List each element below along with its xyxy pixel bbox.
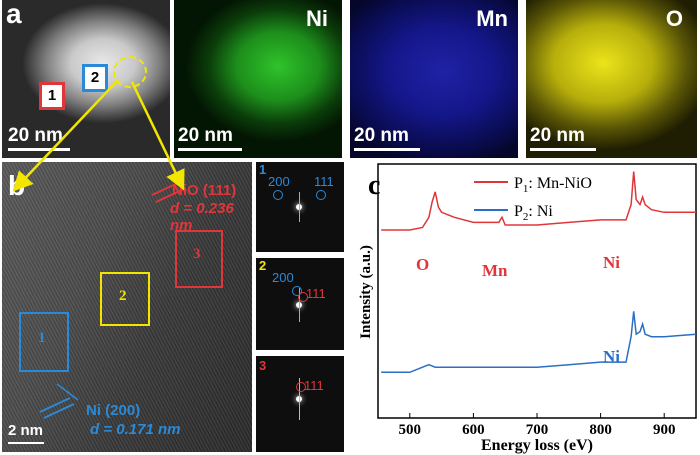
region-3-box: 3 (175, 230, 223, 288)
scale-bar-b-label: 2 nm (8, 422, 44, 439)
legend-entry-p1: P1: Mn-NiO (514, 175, 592, 195)
scale-bar-ni-label: 20 nm (178, 125, 233, 146)
fft-1-spot-111: 111 (314, 174, 334, 189)
region-1-box: 1 (19, 312, 69, 372)
scale-bar-ni (178, 148, 242, 151)
ni-map-label: Ni (306, 6, 328, 31)
x-axis-label: Energy loss (eV) (481, 437, 593, 454)
fft-1-circle-a (273, 190, 283, 200)
scale-bar-mn (354, 148, 420, 151)
o-map-label: O (665, 6, 683, 31)
scale-bar-o-label: 20 nm (530, 125, 585, 146)
fft-3-number: 3 (259, 358, 267, 373)
scale-bar-b (8, 442, 44, 444)
scale-bar-mn-label: 20 nm (354, 125, 409, 146)
edge-label-ni-p1: Ni (603, 253, 620, 272)
fft-streak (299, 378, 300, 420)
nio-plane-label: NiO (111) (172, 182, 237, 199)
selection-circle (113, 56, 147, 88)
spectrum-line-1 (381, 171, 696, 231)
fft-inset-2: 2 200 111 (256, 258, 344, 350)
scale-bar-a (8, 148, 70, 151)
fft-streak (299, 288, 300, 322)
ni-lattice-mark-2 (43, 403, 75, 419)
fft-3-spot-111: 111 (304, 378, 324, 393)
fft-3-circle (296, 382, 306, 392)
x-tick-label: 700 (526, 422, 549, 438)
fft-inset-3: 3 111 (256, 356, 344, 452)
region-box-1: 1 (39, 82, 65, 110)
legend-entry-p2: P2: Ni (514, 203, 553, 223)
mn-map-label: Mn (476, 6, 508, 31)
region-2-label: 2 (119, 288, 127, 304)
fft-1-number: 1 (259, 162, 267, 177)
spectrum-line-2 (381, 311, 697, 374)
fft-2-spot-200: 200 (272, 270, 294, 285)
ni-map: Ni 20 nm (174, 0, 342, 158)
fft-inset-1: 1 200 111 (256, 162, 344, 252)
fft-2-spot-111: 111 (306, 286, 326, 301)
panel-a-haadf-image: a 1 2 20 nm (2, 0, 170, 158)
y-axis-label: Intensity (a.u.) (358, 245, 374, 339)
fft-streak (299, 192, 300, 222)
fft-2-circle-b (298, 292, 308, 302)
scale-bar-a-label: 20 nm (8, 125, 63, 146)
nio-d-spacing: d = 0.236 nm (170, 200, 234, 234)
ni-plane-label: Ni (200) (86, 402, 141, 419)
region-3-label: 3 (193, 246, 201, 262)
x-tick-label: 900 (653, 422, 676, 438)
fft-1-spot-200: 200 (268, 174, 290, 189)
ni-lattice-mark-1 (39, 397, 71, 413)
o-map: O 20 nm (526, 0, 697, 158)
ni-leader-line (56, 383, 79, 401)
edge-label-mn: Mn (482, 261, 508, 280)
fft-2-number: 2 (259, 258, 267, 273)
x-tick-label: 600 (462, 422, 485, 438)
edge-label-o: O (416, 255, 429, 274)
edge-label-ni-p2: Ni (603, 347, 620, 366)
mn-map: Mn 20 nm (350, 0, 518, 158)
x-axis-ticks: 500 600 700 800 900 (399, 413, 676, 438)
region-1-label: 1 (38, 330, 46, 346)
region-2-box: 2 (100, 272, 150, 326)
ni-d-spacing: d = 0.171 nm (90, 421, 181, 438)
fft-1-circle-b (316, 190, 326, 200)
spectra-group (381, 171, 697, 374)
region-box-2: 2 (82, 64, 108, 92)
panel-b-hrtem-image: b 3 2 1 NiO (111) d = 0.236 nm Ni (200) … (2, 162, 252, 452)
region-box-1-label: 1 (47, 87, 57, 104)
nio-lattice-mark-2 (155, 188, 185, 203)
panel-c-eels-chart: c 500 600 700 800 900 Intensity (a.u.) Energ… (358, 163, 697, 454)
x-tick-label: 800 (589, 422, 612, 438)
panel-a-label: a (6, 0, 22, 29)
region-box-2-label: 2 (90, 69, 100, 86)
fft-2-circle-a (292, 286, 302, 296)
scale-bar-o (530, 148, 596, 151)
x-tick-label: 500 (399, 422, 422, 438)
